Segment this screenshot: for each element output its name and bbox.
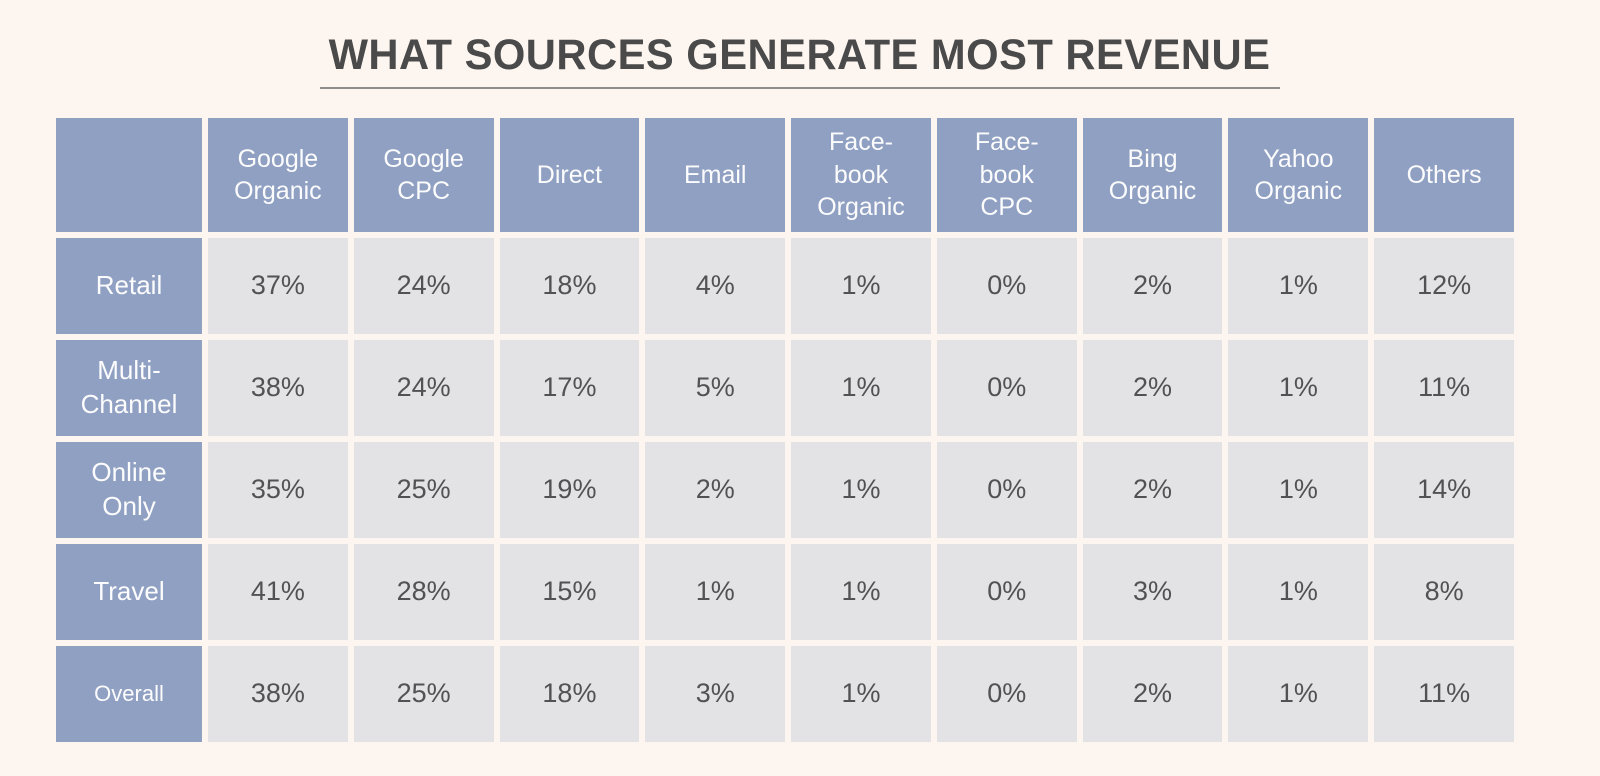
table-cell: 19%	[499, 442, 640, 538]
table-cell: 18%	[499, 238, 640, 334]
table-cell: 2%	[645, 442, 786, 538]
table-cell: 18%	[499, 646, 640, 742]
table-cell: 35%	[208, 442, 348, 538]
table-cell: 37%	[208, 238, 348, 334]
corner-cell	[56, 118, 202, 232]
table-cell: 1%	[1228, 238, 1369, 334]
table-cell: 1%	[791, 646, 931, 742]
table-cell: 1%	[1228, 442, 1369, 538]
table-cell: 38%	[208, 646, 348, 742]
column-header-direct: Direct	[499, 118, 640, 232]
row-label-overall: Overall	[56, 646, 202, 742]
table-cell: 1%	[791, 238, 931, 334]
table-cell: 1%	[1228, 340, 1369, 436]
title-underline	[320, 87, 1280, 90]
column-header-google-organic: Google Organic	[208, 118, 348, 232]
table-cell: 2%	[1082, 646, 1223, 742]
title-block: WHAT SOURCES GENERATE MOST REVENUE	[0, 0, 1600, 90]
column-header-yahoo-organic: Yahoo Organic	[1228, 118, 1369, 232]
table-cell: 0%	[936, 238, 1077, 334]
table-cell: 25%	[353, 442, 494, 538]
table-cell: 0%	[936, 442, 1077, 538]
table-cell: 41%	[208, 544, 348, 640]
row-label-online-only: Online Only	[56, 442, 202, 538]
table-cell: 24%	[353, 238, 494, 334]
table-cell: 38%	[208, 340, 348, 436]
table-cell: 2%	[1082, 442, 1223, 538]
table-cell: 3%	[645, 646, 786, 742]
table-cell: 1%	[791, 442, 931, 538]
table-cell: 0%	[936, 544, 1077, 640]
table-cell: 25%	[353, 646, 494, 742]
column-header-email: Email	[645, 118, 786, 232]
column-header-others: Others	[1374, 118, 1514, 232]
table-cell: 3%	[1082, 544, 1223, 640]
table-cell: 11%	[1374, 340, 1514, 436]
column-header-google-cpc: Google CPC	[353, 118, 494, 232]
row-label-multi-channel: Multi- Channel	[56, 340, 202, 436]
page-title: WHAT SOURCES GENERATE MOST REVENUE	[329, 31, 1271, 79]
column-header-facebook-cpc: Face- book CPC	[936, 118, 1077, 232]
table-cell: 8%	[1374, 544, 1514, 640]
table-cell: 14%	[1374, 442, 1514, 538]
table-cell: 5%	[645, 340, 786, 436]
table-cell: 2%	[1082, 238, 1223, 334]
row-label-travel: Travel	[56, 544, 202, 640]
table-cell: 11%	[1374, 646, 1514, 742]
column-header-bing-organic: Bing Organic	[1082, 118, 1223, 232]
table-cell: 1%	[1228, 544, 1369, 640]
table-cell: 12%	[1374, 238, 1514, 334]
table-cell: 1%	[791, 340, 931, 436]
revenue-sources-table: Google Organic Google CPC Direct Email F…	[56, 118, 1514, 742]
table-cell: 24%	[353, 340, 494, 436]
table-cell: 1%	[645, 544, 786, 640]
column-header-facebook-organic: Face- book Organic	[791, 118, 931, 232]
table-cell: 0%	[936, 646, 1077, 742]
row-label-retail: Retail	[56, 238, 202, 334]
table-cell: 0%	[936, 340, 1077, 436]
table-cell: 1%	[1228, 646, 1369, 742]
table-cell: 15%	[499, 544, 640, 640]
table-cell: 17%	[499, 340, 640, 436]
table-cell: 2%	[1082, 340, 1223, 436]
table-cell: 28%	[353, 544, 494, 640]
table-cell: 4%	[645, 238, 786, 334]
table-cell: 1%	[791, 544, 931, 640]
